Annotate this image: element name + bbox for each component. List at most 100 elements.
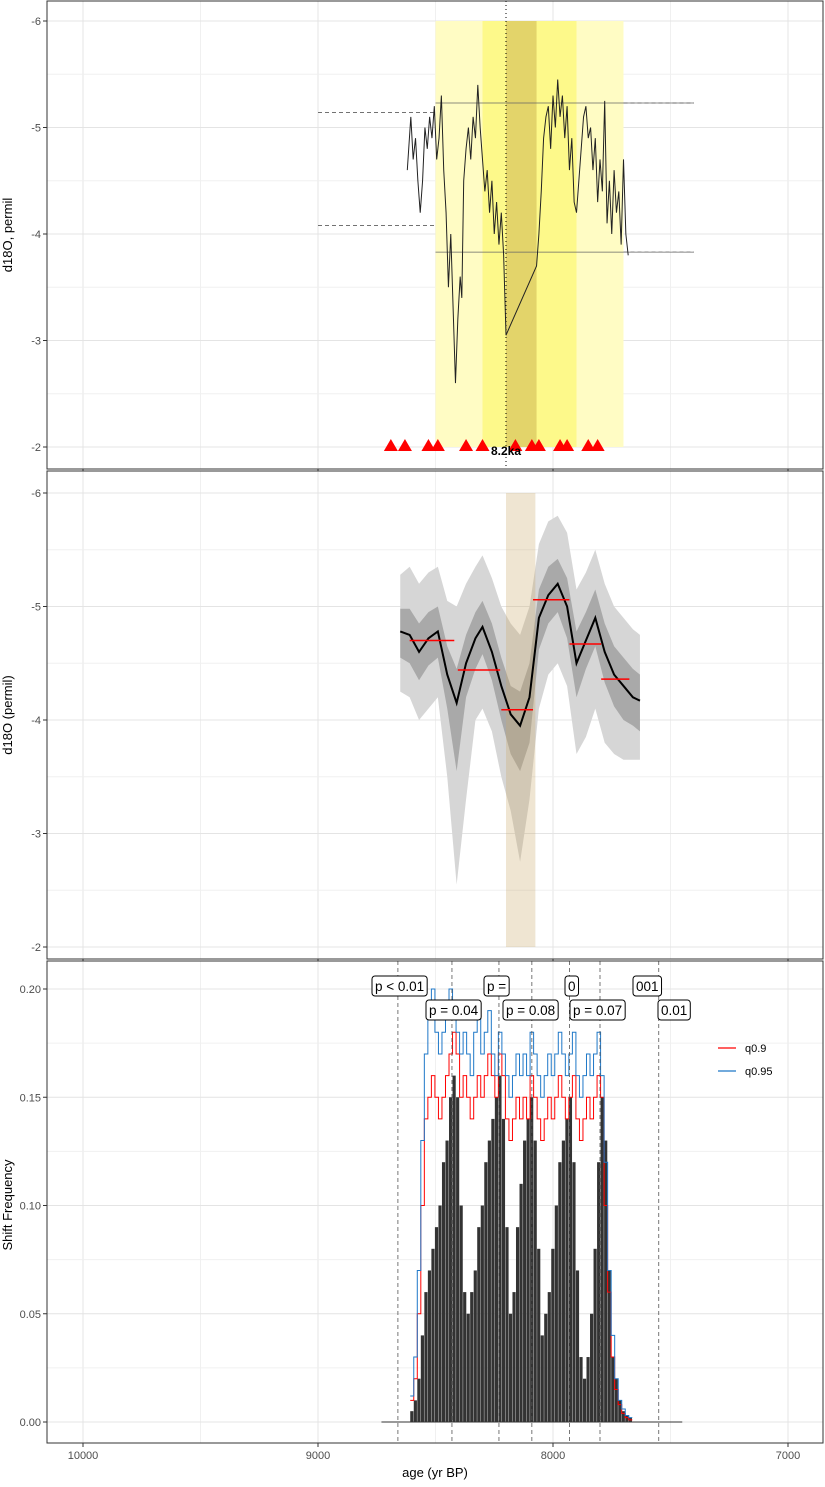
frequency-bar [515, 1227, 520, 1422]
y-axis-label-ensemble: d18O (permil) [0, 675, 15, 754]
p-value-label: p = 0.07 [573, 1003, 622, 1018]
frequency-bar [438, 1205, 442, 1422]
y-tick-label: -3 [31, 829, 41, 841]
p-value-label: p = 0.04 [429, 1003, 479, 1018]
event-marker [508, 439, 523, 451]
frequency-bar [498, 1075, 502, 1422]
frequency-bar [466, 1313, 470, 1422]
frequency-bar [452, 1075, 456, 1422]
frequency-bar [505, 1227, 509, 1422]
p-value-box [632, 975, 663, 997]
frequency-bar [607, 1270, 611, 1422]
legend-label-q09: q0.9 [745, 1043, 766, 1055]
y-tick-label: 0.00 [20, 1417, 41, 1429]
y-tick-label: -4 [31, 229, 41, 241]
frequency-bar [523, 1140, 527, 1422]
frequency-bar [427, 1270, 432, 1422]
y-tick-label: -5 [31, 123, 41, 135]
x-tick-label: 9000 [306, 1450, 330, 1462]
p-value-box [657, 999, 691, 1021]
p-value-box [425, 999, 482, 1021]
panel-border [46, 960, 824, 1444]
p-value-box [564, 975, 580, 997]
frequency-bar [477, 1227, 481, 1422]
frequency-bar [413, 1400, 417, 1422]
frequency-bar [572, 1162, 576, 1422]
y-tick-label: 0.10 [20, 1201, 41, 1213]
frequency-bar [470, 1292, 474, 1422]
panel-raw-record: -6 -5 -4 -3 -2 [31, 0, 824, 473]
p-value-annotation: p = 0.04 [425, 999, 482, 1021]
event-marker [531, 439, 546, 451]
y-tick-label: -6 [31, 488, 41, 500]
panel-shift-frequency: 0.000.050.100.150.20 p < 0.01p = 0.04p =p… [20, 960, 824, 1462]
frequency-bar [445, 1140, 449, 1422]
event-marker [590, 439, 605, 451]
y-tick-label: 0.05 [20, 1309, 41, 1321]
frequency-bar [434, 1227, 439, 1422]
frequency-bar [537, 1248, 541, 1422]
frequency-bar [618, 1400, 622, 1422]
frequency-bar [494, 1097, 499, 1422]
frequency-bar [420, 1335, 424, 1422]
frequency-bar [544, 1313, 548, 1422]
frequency-bar [480, 1205, 484, 1422]
x-tick-label: 10000 [68, 1450, 99, 1462]
p-value-box [371, 975, 428, 997]
frequency-bar [441, 1162, 446, 1422]
frequency-bar [487, 1140, 491, 1422]
event-marker [475, 439, 490, 451]
frequency-bar [600, 1097, 604, 1422]
y-tick-label: 0.15 [20, 1092, 41, 1104]
frequency-bar [582, 1378, 587, 1422]
p-value-box [569, 999, 626, 1021]
y-axis-label-raw: d18O, permil [0, 198, 15, 273]
p-value-annotation: p = [483, 975, 510, 997]
frequency-bar [575, 1270, 580, 1422]
y-tick-label: -2 [31, 442, 41, 454]
y-tick-label: 0.20 [20, 984, 41, 996]
frequency-bar [410, 1411, 414, 1422]
frequency-bar [554, 1205, 558, 1422]
p-value-annotation: p < 0.01 [371, 975, 428, 997]
p-value-label: p < 0.01 [375, 979, 424, 994]
mean-line [399, 581, 641, 728]
frequency-bar [459, 1205, 463, 1422]
frequency-bar [611, 1357, 615, 1422]
p-value-annotation: p = 0.07 [569, 999, 626, 1021]
event-marker [560, 439, 575, 451]
frequency-bar [501, 1118, 506, 1422]
event-marker [459, 439, 474, 451]
frequency-bar [519, 1183, 523, 1422]
p-value-label: p = [487, 979, 506, 994]
frequency-bar [424, 1292, 428, 1422]
frequency-bar [463, 1292, 467, 1422]
frequency-bar [491, 1118, 495, 1422]
frequency-bar [540, 1335, 544, 1422]
frequency-bar [561, 1140, 565, 1422]
panel-border [46, 0, 824, 470]
frequency-bar [568, 1097, 573, 1422]
event-marker [581, 439, 596, 451]
shaded-region [506, 21, 537, 447]
q09-step-line [410, 1031, 633, 1421]
p-value-label: p = 0.08 [506, 1003, 555, 1018]
event-label: 8.2ka [491, 444, 521, 458]
frequency-bar [431, 1248, 435, 1422]
event-marker [430, 439, 445, 451]
p-value-label: 0 [568, 979, 576, 994]
panel-border [46, 470, 824, 960]
p-value-label: 0.01 [661, 1003, 687, 1018]
legend-label-q095: q0.95 [745, 1066, 773, 1078]
x-axis-label: age (yr BP) [402, 1465, 468, 1480]
frequency-bar [625, 1415, 629, 1422]
p-value-box [483, 975, 510, 997]
event-band [506, 493, 536, 947]
legend: q0.9 q0.95 [718, 1043, 773, 1078]
y-tick-label: -6 [31, 16, 41, 28]
event-marker [397, 439, 412, 451]
d18o-series [406, 79, 629, 384]
x-tick-label: 8000 [541, 1450, 565, 1462]
frequency-bar [473, 1270, 477, 1422]
